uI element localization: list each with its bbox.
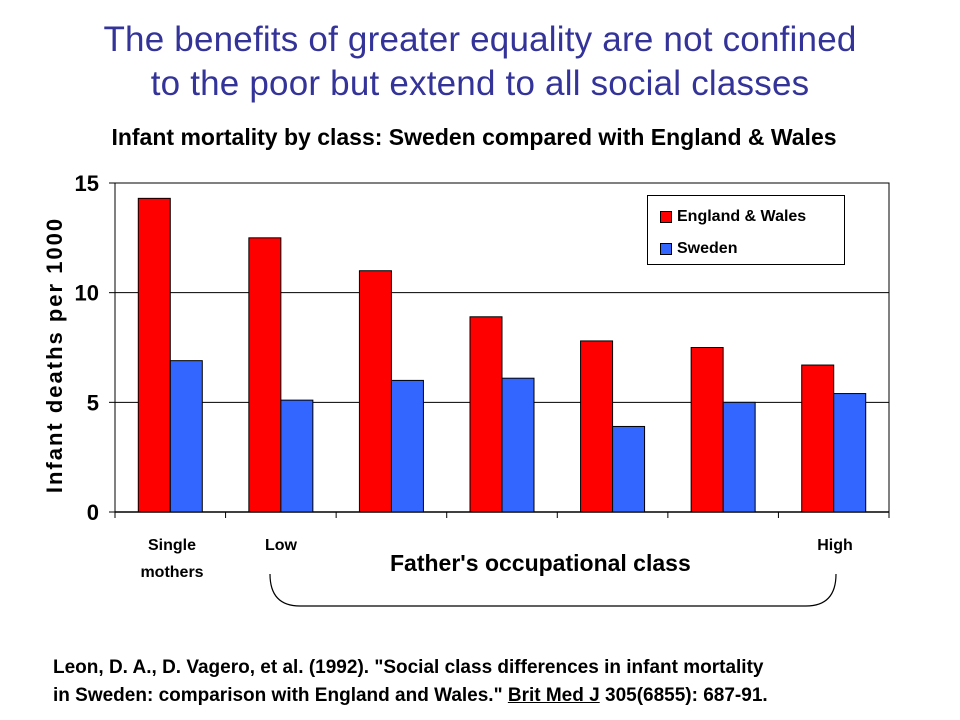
bar-england-wales-0 <box>137 197 171 513</box>
slide-headline: The benefits of greater equality are not… <box>0 18 960 106</box>
y-tick-label-0: 0 <box>87 500 99 525</box>
bar-sweden-5 <box>722 401 756 513</box>
bar-england-wales-3 <box>469 316 503 513</box>
bar-sweden-1 <box>280 399 314 513</box>
bar-sweden-2 <box>390 379 424 513</box>
chart-legend: England & Wales Sweden <box>647 195 845 265</box>
citation-line-1: Leon, D. A., D. Vagero, et al. (1992). "… <box>53 657 764 678</box>
legend-item-england-wales: England & Wales <box>660 207 806 227</box>
legend-label-sweden: Sweden <box>677 240 738 257</box>
x-axis-title: Father's occupational class <box>390 550 691 576</box>
bar-england-wales-2 <box>358 270 392 513</box>
citation-line-2: in Sweden: comparison with England and W… <box>53 682 768 710</box>
x-category-low: Low <box>265 537 297 554</box>
x-category-single-line2: mothers <box>140 564 204 581</box>
occupational-class-bracket <box>269 573 837 607</box>
bar-england-wales-6 <box>801 364 835 513</box>
legend-item-sweden: Sweden <box>660 239 737 259</box>
headline-line-1: The benefits of greater equality are not… <box>103 20 857 59</box>
x-category-single-line1: Single <box>147 537 196 554</box>
x-category-single-mothers: Single mothers <box>125 532 219 586</box>
bar-sweden-6 <box>833 393 867 513</box>
x-category-high: High <box>817 537 853 554</box>
chart-title: Infant mortality by class: Sweden compar… <box>111 124 837 150</box>
legend-swatch-sweden <box>660 243 672 255</box>
y-tick-label-5: 5 <box>87 390 99 415</box>
bar-sweden-4 <box>612 425 646 513</box>
bar-england-wales-1 <box>248 237 282 513</box>
y-axis-label: Infant deaths per 1000 <box>42 216 67 494</box>
y-tick-label-15: 15 <box>75 171 99 196</box>
citation-line-2a: in Sweden: comparison with England and W… <box>53 685 508 706</box>
legend-label-england-wales: England & Wales <box>677 208 807 225</box>
citation-journal: Brit Med J <box>507 685 600 706</box>
citation: Leon, D. A., D. Vagero, et al. (1992). "… <box>53 654 768 710</box>
y-tick-label-10: 10 <box>75 281 99 306</box>
bar-sweden-3 <box>501 377 535 513</box>
headline-line-2: to the poor but extend to all social cla… <box>150 64 810 103</box>
bar-england-wales-5 <box>690 347 724 513</box>
legend-swatch-england-wales <box>660 211 672 223</box>
bar-sweden-0 <box>169 360 203 513</box>
citation-line-2b: 305(6855): 687-91. <box>599 685 768 706</box>
bar-england-wales-4 <box>580 340 614 513</box>
